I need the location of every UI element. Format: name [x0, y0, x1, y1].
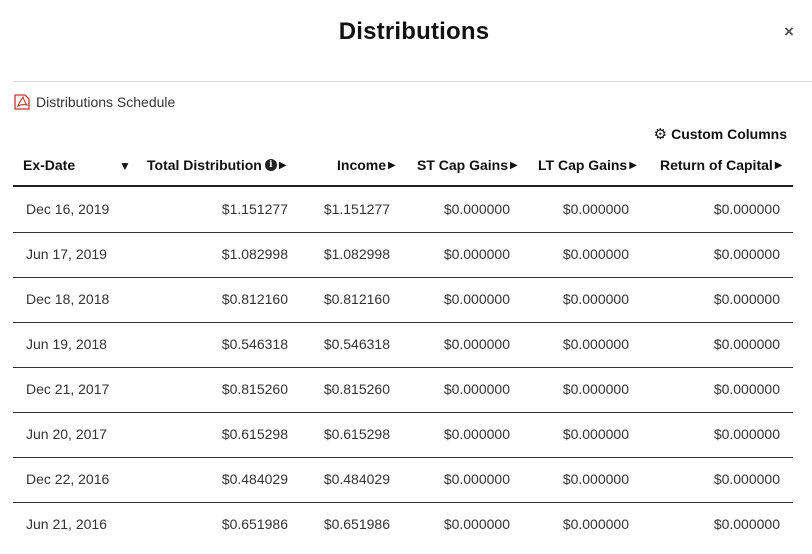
column-header-total-distribution[interactable]: Total Distribution i ▶ — [147, 157, 287, 173]
cell-ex-date: Jun 19, 2018 — [26, 336, 107, 352]
custom-columns-button[interactable]: ⚙ Custom Columns — [654, 125, 787, 143]
cell-return-of-capital: $0.000000 — [713, 336, 780, 352]
column-header-st-cap-gains[interactable]: ST Cap Gains ▶ — [417, 157, 518, 173]
cell-income: $0.812160 — [323, 291, 390, 307]
cell-return-of-capital: $0.000000 — [713, 471, 780, 487]
column-label: Income — [337, 157, 387, 173]
cell-lt-cap-gains: $0.000000 — [562, 426, 629, 442]
pdf-icon — [14, 94, 30, 110]
cell-income: $0.815260 — [323, 381, 390, 397]
schedule-link-label: Distributions Schedule — [36, 94, 176, 110]
cell-return-of-capital: $0.000000 — [713, 516, 780, 532]
cell-lt-cap-gains: $0.000000 — [562, 246, 629, 262]
column-label: LT Cap Gains — [538, 157, 628, 173]
cell-income: $0.615298 — [323, 426, 390, 442]
column-header-return-of-capital[interactable]: Return of Capital ▶ — [660, 157, 782, 173]
cell-income: $0.651986 — [323, 516, 390, 532]
table-row: Dec 16, 2019 $1.151277 $1.151277 $0.000000 $… — [13, 188, 793, 233]
cell-ex-date: Dec 22, 2016 — [26, 471, 110, 487]
cell-st-cap-gains: $0.000000 — [443, 516, 510, 532]
cell-income: $1.082998 — [323, 246, 390, 262]
custom-columns-label: Custom Columns — [671, 126, 787, 142]
distributions-schedule-link[interactable]: Distributions Schedule — [13, 93, 175, 111]
table-row: Jun 17, 2019 $1.082998 $1.082998 $0.000000 $… — [13, 233, 793, 278]
table-row: Dec 18, 2018 $0.812160 $0.812160 $0.000000 $… — [13, 278, 793, 323]
cell-total-distribution: $1.151277 — [221, 201, 288, 217]
column-header-income[interactable]: Income ▶ — [337, 157, 396, 173]
cell-st-cap-gains: $0.000000 — [443, 291, 510, 307]
cell-return-of-capital: $0.000000 — [713, 291, 780, 307]
cell-total-distribution: $0.615298 — [221, 426, 288, 442]
table-row: Jun 20, 2017 $0.615298 $0.615298 $0.000000 $… — [13, 413, 793, 458]
cell-ex-date: Jun 21, 2016 — [26, 516, 107, 532]
close-icon[interactable]: × — [784, 22, 794, 41]
cell-lt-cap-gains: $0.000000 — [562, 516, 629, 532]
table-row: Jun 21, 2016 $0.651986 $0.651986 $0.000000 $… — [13, 503, 793, 548]
gear-icon: ⚙ — [653, 125, 668, 143]
cell-return-of-capital: $0.000000 — [713, 201, 780, 217]
cell-lt-cap-gains: $0.000000 — [562, 336, 629, 352]
sort-arrow-icon: ▶ — [774, 159, 783, 171]
cell-st-cap-gains: $0.000000 — [443, 471, 510, 487]
table-row: Jun 19, 2018 $0.546318 $0.546318 $0.000000 $… — [13, 323, 793, 368]
cell-ex-date: Jun 20, 2017 — [26, 426, 107, 442]
table-row: Dec 22, 2016 $0.484029 $0.484029 $0.000000 $… — [13, 458, 793, 503]
cell-total-distribution: $0.812160 — [221, 291, 288, 307]
cell-st-cap-gains: $0.000000 — [443, 426, 510, 442]
cell-return-of-capital: $0.000000 — [713, 246, 780, 262]
cell-ex-date: Dec 18, 2018 — [26, 291, 110, 307]
cell-return-of-capital: $0.000000 — [713, 381, 780, 397]
cell-lt-cap-gains: $0.000000 — [562, 291, 629, 307]
cell-lt-cap-gains: $0.000000 — [562, 471, 629, 487]
cell-income: $0.546318 — [323, 336, 390, 352]
table-row: Dec 21, 2017 $0.815260 $0.815260 $0.000000 $… — [13, 368, 793, 413]
cell-total-distribution: $1.082998 — [221, 246, 288, 262]
cell-st-cap-gains: $0.000000 — [443, 201, 510, 217]
cell-ex-date: Dec 16, 2019 — [26, 201, 110, 217]
cell-income: $0.484029 — [323, 471, 390, 487]
modal-title: Distributions — [338, 18, 490, 45]
info-icon[interactable]: i — [264, 159, 277, 171]
cell-total-distribution: $0.484029 — [221, 471, 288, 487]
column-label: Total Distribution — [147, 157, 262, 173]
column-label: Return of Capital — [660, 157, 773, 173]
header-divider — [13, 81, 812, 82]
sort-arrow-icon: ▶ — [629, 159, 637, 171]
sort-down-icon: ▼ — [119, 159, 131, 173]
sort-arrow-icon: ▶ — [388, 159, 396, 171]
cell-ex-date: Dec 21, 2017 — [26, 381, 110, 397]
cell-total-distribution: $0.651986 — [221, 516, 288, 532]
cell-return-of-capital: $0.000000 — [713, 426, 780, 442]
cell-st-cap-gains: $0.000000 — [443, 246, 510, 262]
cell-income: $1.151277 — [323, 201, 390, 217]
cell-ex-date: Jun 17, 2019 — [26, 246, 107, 262]
cell-st-cap-gains: $0.000000 — [443, 381, 510, 397]
column-label: ST Cap Gains — [417, 157, 509, 173]
table-header: Ex-Date ▼ Total Distribution i ▶ Income … — [13, 151, 793, 187]
column-header-lt-cap-gains[interactable]: LT Cap Gains ▶ — [538, 157, 637, 173]
column-header-ex-date[interactable]: Ex-Date ▼ — [23, 157, 133, 173]
table-body: Dec 16, 2019 $1.151277 $1.151277 $0.000000 $… — [13, 188, 793, 548]
sort-arrow-icon: ▶ — [510, 159, 518, 171]
sort-arrow-icon: ▶ — [278, 159, 287, 171]
column-label: Ex-Date — [23, 157, 76, 173]
cell-lt-cap-gains: $0.000000 — [562, 201, 629, 217]
cell-st-cap-gains: $0.000000 — [443, 336, 510, 352]
cell-total-distribution: $0.546318 — [221, 336, 288, 352]
cell-total-distribution: $0.815260 — [221, 381, 288, 397]
cell-lt-cap-gains: $0.000000 — [562, 381, 629, 397]
